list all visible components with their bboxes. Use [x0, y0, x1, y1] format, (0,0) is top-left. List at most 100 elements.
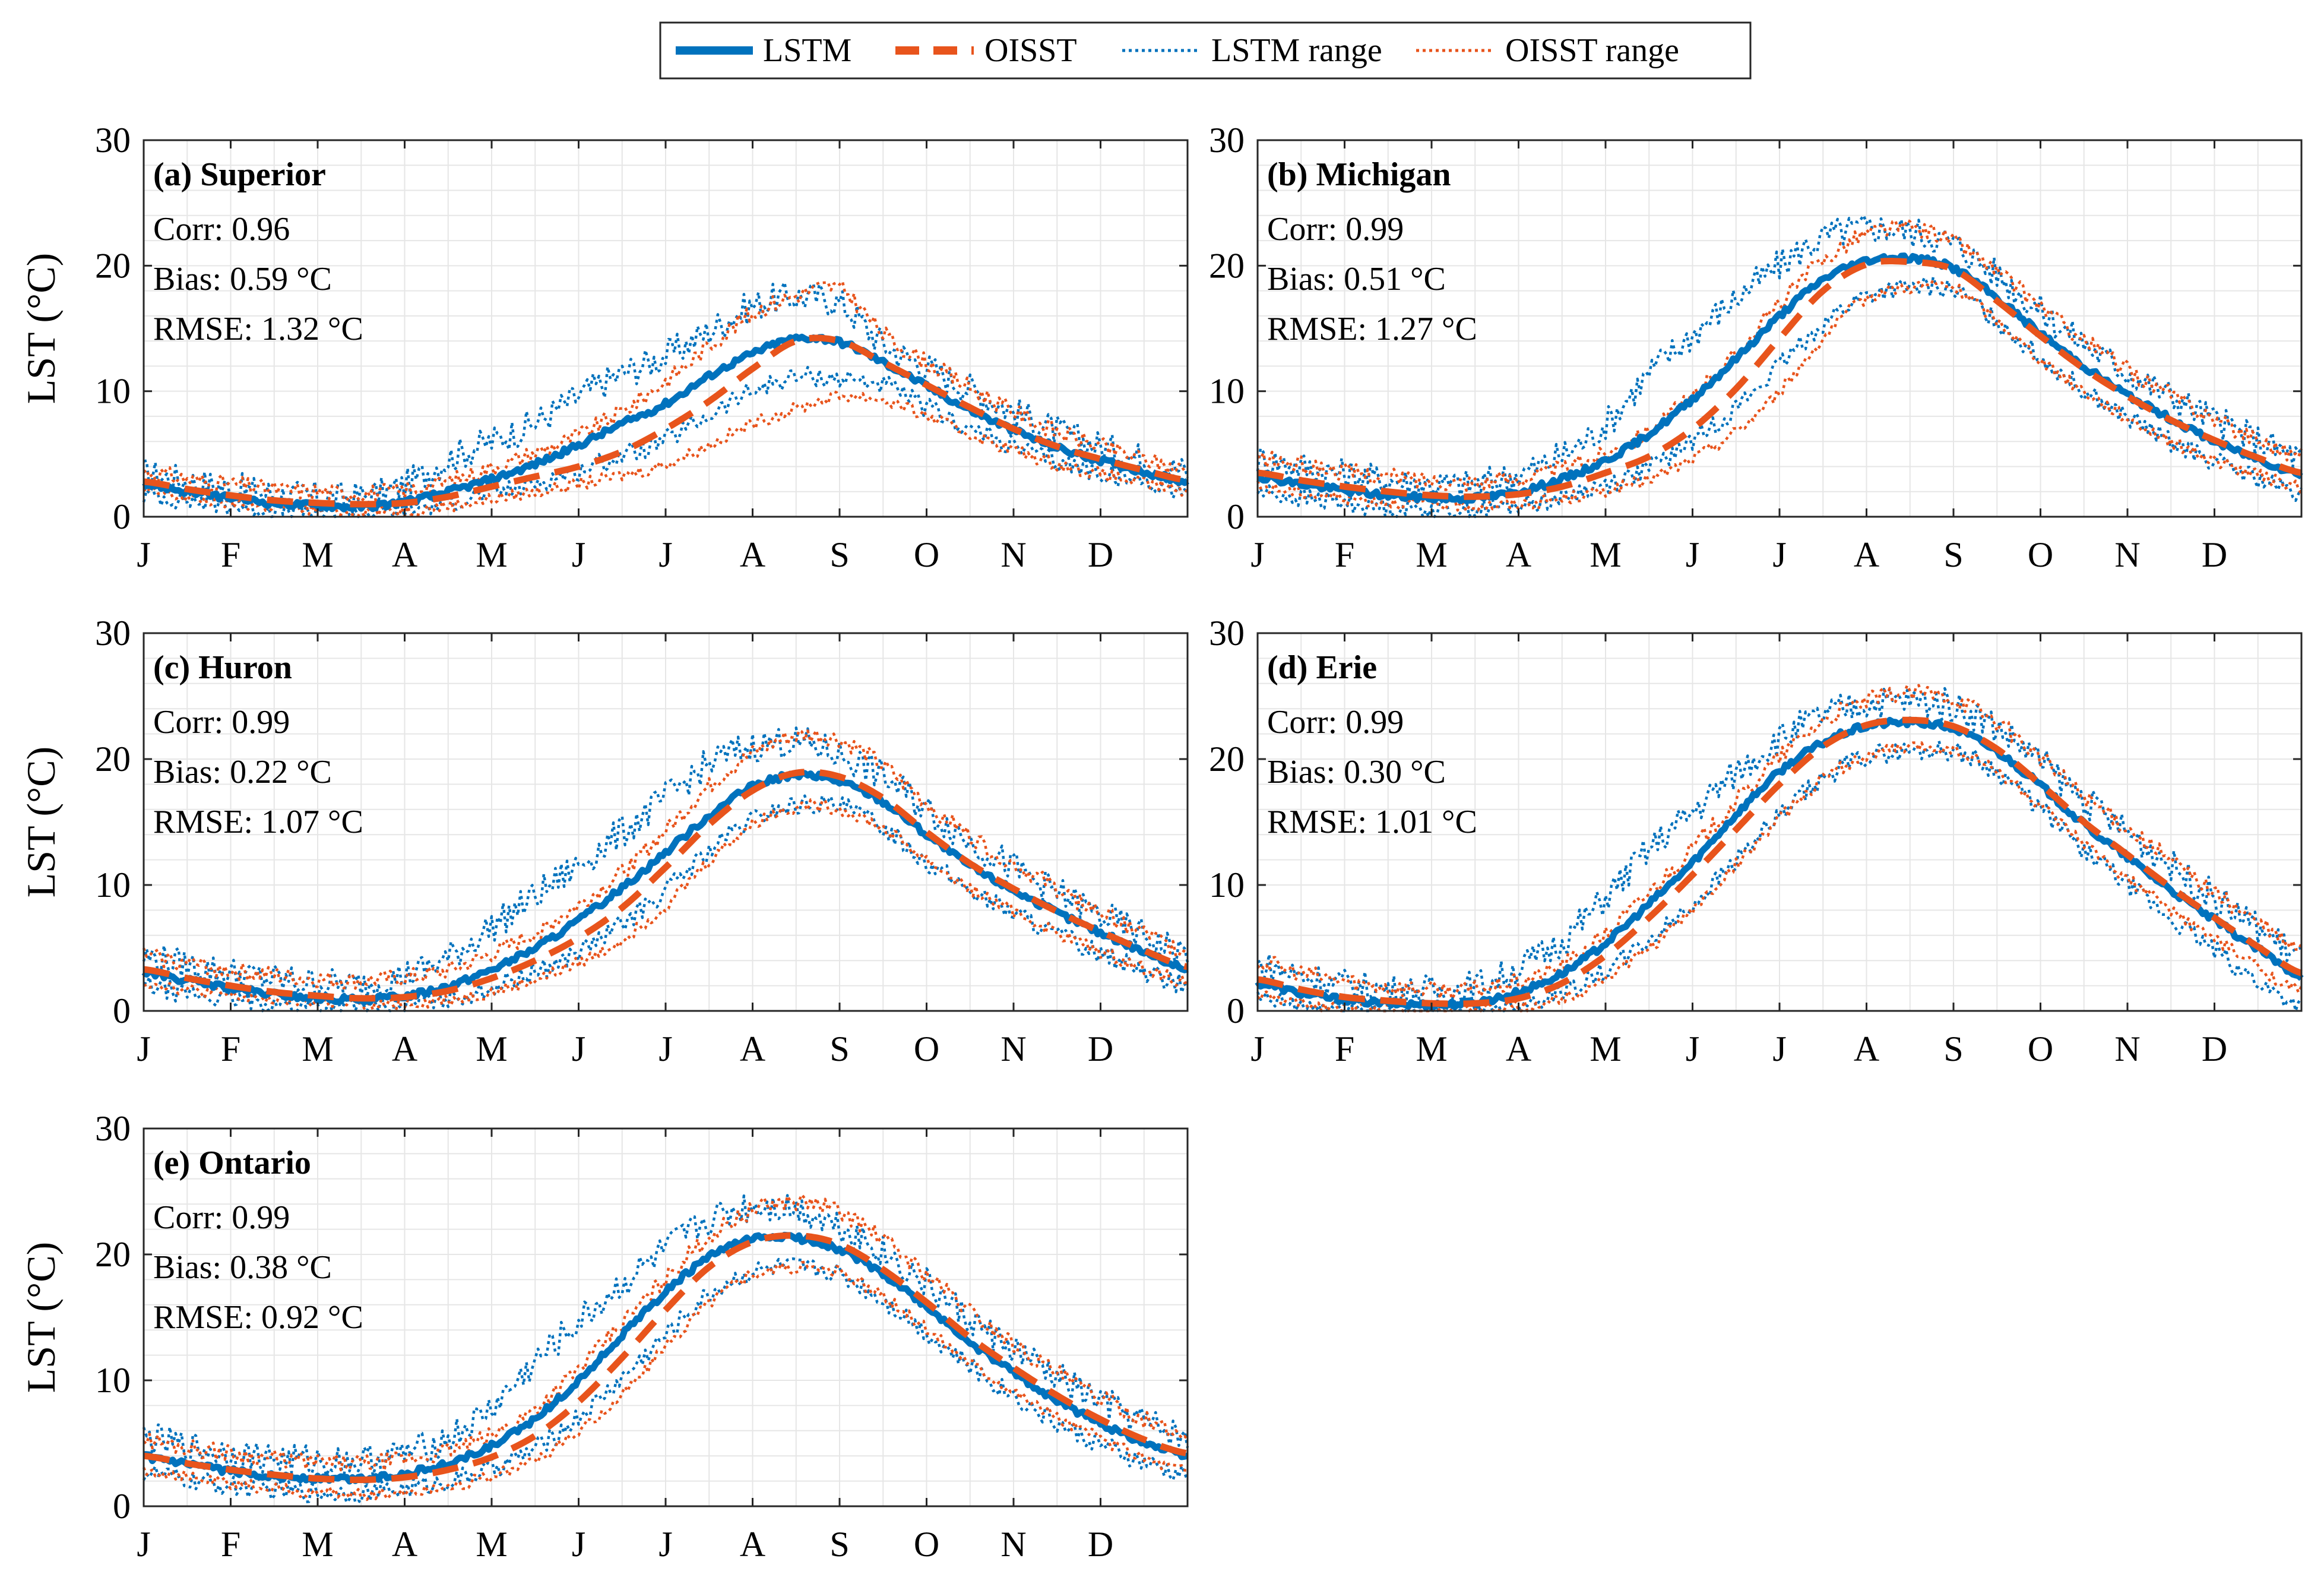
panel-title: (d) Erie: [1267, 649, 1377, 686]
x-tick-label: O: [914, 1029, 939, 1069]
series-oisst-line: [143, 769, 1189, 1002]
x-tick-label: N: [2114, 535, 2140, 574]
x-tick-label: J: [1772, 1029, 1786, 1069]
panel-title: (e) Ontario: [153, 1145, 311, 1181]
x-tick-label: F: [221, 535, 240, 574]
stat-rmse: RMSE: 0.92 °C: [153, 1299, 363, 1336]
y-axis-label: LST (°C): [18, 747, 64, 898]
panel-title: (b) Michigan: [1267, 156, 1451, 193]
x-tick-label: D: [1088, 1029, 1113, 1069]
panel-title: (a) Superior: [153, 156, 326, 193]
x-tick-label: J: [137, 535, 150, 574]
x-tick-label: J: [1250, 1029, 1264, 1069]
stat-rmse: RMSE: 1.07 °C: [153, 804, 363, 840]
series-lstm-range-upper-line: [1256, 214, 2303, 500]
x-tick-label: F: [1335, 1029, 1354, 1069]
y-tick-label: 0: [1227, 991, 1245, 1031]
series-oisst-line: [143, 1232, 1188, 1483]
x-tick-label: S: [829, 1029, 849, 1069]
x-tick-label: N: [1000, 1525, 1026, 1564]
series-oisst-range-lower-line: [143, 798, 1188, 1011]
stat-corr: Corr: 0.99: [1267, 211, 1404, 248]
series-lstm-line: [1257, 252, 2303, 504]
x-tick-label: J: [1772, 535, 1786, 574]
y-tick-label: 10: [95, 372, 131, 411]
x-tick-label: S: [1943, 1029, 1963, 1069]
series-lstm-range-lower-line: [142, 1257, 1189, 1504]
panel-c-huron: 0 10 20 30 J F M A M J J A S O N D LST (°C) (c) Huron Corr…: [18, 614, 1189, 1069]
x-tick-label: N: [1000, 535, 1026, 574]
y-tick-label: 30: [95, 1109, 131, 1148]
x-tick-label: O: [2028, 535, 2053, 574]
y-tick-label: 30: [95, 121, 131, 160]
y-tick-label: 0: [1227, 497, 1245, 536]
legend-box: [659, 21, 1752, 80]
x-tick-label: M: [476, 1029, 507, 1069]
x-tick-label: S: [829, 535, 849, 574]
x-tick-label: N: [1000, 1029, 1026, 1069]
y-tick-label: 10: [1209, 372, 1245, 411]
x-tick-label: M: [302, 1029, 333, 1069]
stat-rmse: RMSE: 1.27 °C: [1267, 311, 1477, 347]
x-tick-label: O: [914, 535, 939, 574]
panel-title: (c) Huron: [153, 649, 292, 686]
series-lstm-range-upper-line: [142, 1194, 1189, 1479]
series-lstm-range-lower-line: [1256, 276, 2303, 519]
x-tick-label: A: [392, 1029, 417, 1069]
x-tick-label: A: [392, 1525, 417, 1564]
x-tick-label: J: [1250, 535, 1264, 574]
x-tick-label: D: [1088, 535, 1113, 574]
y-tick-label: 10: [95, 1361, 131, 1400]
y-tick-label: 20: [1209, 739, 1245, 779]
stat-corr: Corr: 0.99: [1267, 704, 1404, 741]
x-tick-label: A: [1854, 1029, 1879, 1069]
stat-bias: Bias: 0.22 °C: [153, 754, 332, 791]
legend-label-lstm-range: LSTM range: [1211, 32, 1382, 69]
legend: LSTM OISST LSTM range OISST range: [659, 21, 1752, 80]
panel-b-michigan: 0 10 20 30 J F M A M J J A S O N D (b) Michigan Corr: 0.9…: [1209, 121, 2303, 574]
x-tick-label: J: [658, 535, 672, 574]
x-tick-label: A: [740, 1525, 765, 1564]
x-tick-label: N: [2114, 1029, 2140, 1069]
series-oisst-range-upper-line: [143, 280, 1188, 503]
panel-e-ontario: 0 10 20 30 J F M A M J J A S O N D LST (°C) (e) Ontario Co…: [18, 1109, 1189, 1564]
y-tick-label: 0: [113, 1487, 131, 1526]
x-tick-label: M: [1416, 535, 1447, 574]
x-tick-label: M: [476, 1525, 507, 1564]
x-tick-label: J: [572, 535, 585, 574]
x-tick-label: D: [2202, 1029, 2227, 1069]
series-oisst-range-upper-line: [143, 1193, 1189, 1472]
stat-bias: Bias: 0.38 °C: [153, 1249, 332, 1286]
y-axis-label: LST (°C): [18, 253, 64, 404]
x-tick-label: M: [1416, 1029, 1447, 1069]
x-tick-label: J: [1686, 1029, 1699, 1069]
y-tick-label: 20: [95, 246, 131, 285]
stat-bias: Bias: 0.59 °C: [153, 261, 332, 298]
x-tick-label: D: [1088, 1525, 1113, 1564]
panels: 0 10 20 30 J F M A M J J A S O N D LST (°C) (a) Superior C…: [18, 121, 2304, 1564]
series-oisst-range-lower-line: [1256, 279, 2303, 513]
stat-corr: Corr: 0.99: [153, 704, 290, 741]
stat-rmse: RMSE: 1.01 °C: [1267, 804, 1477, 840]
y-tick-label: 10: [95, 865, 131, 905]
x-tick-label: O: [914, 1525, 939, 1564]
y-tick-label: 0: [113, 497, 131, 536]
legend-label-oisst: OISST: [984, 32, 1077, 69]
y-tick-label: 30: [1209, 614, 1245, 653]
x-tick-label: J: [572, 1029, 585, 1069]
x-tick-label: A: [1506, 535, 1531, 574]
x-tick-label: F: [221, 1525, 240, 1564]
x-tick-label: F: [1335, 535, 1354, 574]
x-tick-label: J: [137, 1525, 150, 1564]
x-tick-label: S: [1943, 535, 1963, 574]
x-tick-label: M: [476, 535, 507, 574]
x-tick-label: J: [1686, 535, 1699, 574]
panel-d-erie: 0 10 20 30 J F M A M J J A S O N D (d) Erie Corr: 0.99 Bia…: [1209, 614, 2304, 1069]
series-oisst-range-upper-line: [142, 729, 1189, 990]
stat-corr: Corr: 0.96: [153, 211, 290, 248]
y-tick-label: 0: [113, 991, 131, 1031]
y-tick-label: 10: [1209, 865, 1245, 905]
y-axis-label: LST (°C): [18, 1242, 64, 1393]
x-tick-label: A: [740, 1029, 765, 1069]
